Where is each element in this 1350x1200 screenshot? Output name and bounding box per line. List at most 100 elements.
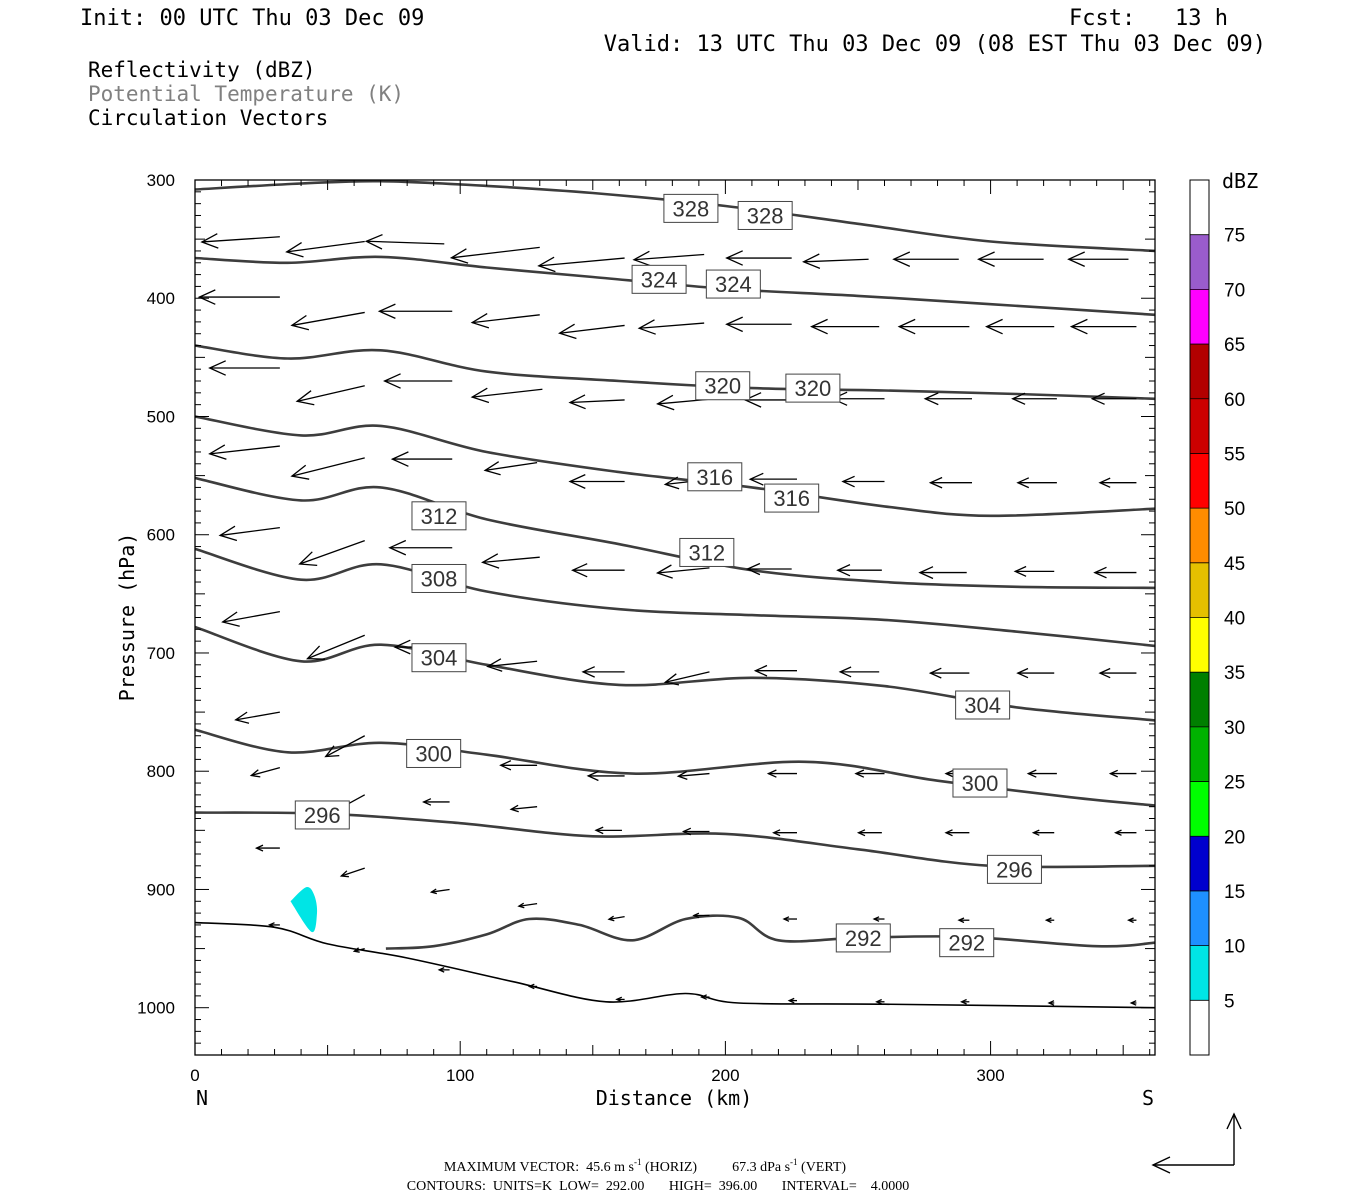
circulation-vector	[802, 253, 869, 270]
circulation-vector	[1026, 769, 1057, 778]
colorbar-level-label: 75	[1224, 226, 1245, 247]
circulation-vector-head	[918, 566, 934, 580]
vector-layer	[197, 233, 1137, 1006]
circulation-vector	[875, 998, 885, 1005]
circulation-vector	[957, 917, 970, 924]
circulation-vector-head	[700, 994, 707, 1000]
circulation-vector-head	[923, 392, 939, 406]
circulation-vector	[537, 256, 625, 273]
isentrope-label-box	[411, 563, 467, 593]
reflectivity-layer	[290, 886, 318, 933]
isentrope-label-box	[737, 200, 793, 230]
isentrope-label-box	[687, 462, 743, 492]
circulation-vector-shaft	[299, 540, 365, 565]
circulation-vector	[637, 319, 705, 335]
colorbar-band-65-70	[1190, 289, 1209, 345]
circulation-vector-head	[787, 997, 795, 1004]
colorbar-level-label: 60	[1224, 390, 1245, 411]
circulation-vector	[364, 233, 445, 250]
circulation-vector	[632, 250, 705, 267]
circulation-vector-head	[377, 303, 396, 319]
circulation-vector	[725, 316, 792, 333]
circulation-vector-head	[234, 711, 250, 724]
circulation-vector-head	[388, 539, 407, 556]
circulation-vector	[836, 564, 882, 577]
circulation-vector-head	[290, 314, 310, 331]
circulation-vector-shaft	[657, 567, 710, 574]
colorbar-level-label: 45	[1224, 554, 1245, 575]
circulation-vector	[390, 451, 453, 467]
y-axis-title: Pressure (hPa)	[115, 533, 139, 702]
colorbar-band-30-35	[1190, 672, 1209, 727]
circulation-vector	[985, 318, 1055, 335]
circulation-vector-head	[725, 250, 743, 266]
circulation-vector-head	[1090, 392, 1105, 405]
circulation-vector	[782, 916, 797, 922]
colorbar-level-label: 5	[1224, 991, 1235, 1012]
isentrope-312k-line	[195, 476, 1155, 590]
colorbar-band-75-80	[1190, 180, 1209, 235]
circulation-vector-head	[944, 829, 953, 837]
circulation-vector-head	[1013, 565, 1027, 577]
circulation-vector	[856, 829, 882, 837]
circulation-vector	[872, 916, 885, 922]
circulation-vector-head	[481, 553, 500, 569]
circulation-vector-head	[470, 313, 490, 329]
circulation-vector	[324, 735, 366, 758]
circulation-vector-head	[339, 870, 349, 878]
circulation-vector-head	[745, 562, 761, 576]
circulation-vector	[787, 997, 797, 1004]
circulation-vector-shaft	[482, 556, 540, 564]
isentrope-label-box	[952, 768, 1008, 798]
circulation-vector	[234, 711, 280, 724]
circulation-vector	[568, 474, 625, 489]
circulation-vector-head	[568, 394, 586, 410]
circulation-vector-head	[537, 256, 556, 273]
circulation-vector-shaft	[518, 903, 538, 907]
isentrope-label: 328	[747, 203, 784, 228]
circulation-vector	[663, 671, 710, 686]
circulation-vector	[854, 769, 885, 778]
isentrope-label-box	[411, 643, 467, 673]
field-name-circulation-vectors: Circulation Vectors	[88, 106, 328, 130]
colorbar-band-55-60	[1190, 398, 1209, 454]
circulation-vector	[527, 983, 538, 990]
circulation-vector	[285, 240, 365, 258]
circulation-vector	[918, 566, 967, 580]
circulation-vector	[290, 311, 365, 331]
circulation-vector-head	[483, 461, 501, 476]
circulation-vector-head	[632, 250, 651, 267]
circulation-vector	[607, 915, 625, 922]
circulation-vector-head	[676, 770, 688, 781]
circulation-vector-head	[390, 451, 409, 467]
circulation-vector	[1011, 392, 1057, 405]
colorbar-band-25-30	[1190, 726, 1209, 782]
circulation-vector	[499, 760, 538, 771]
circulation-vector-head	[607, 915, 615, 922]
circulation-vector	[197, 289, 280, 305]
circulation-vector	[766, 769, 797, 778]
colorbar-band-10-15	[1190, 890, 1209, 946]
circulation-vector	[509, 804, 538, 813]
circulation-vector-shaft	[538, 257, 625, 267]
isentrope-324k-line	[195, 255, 1155, 317]
circulation-vector-head	[655, 564, 673, 579]
circulation-vector	[1093, 566, 1137, 579]
circulation-vector-head	[429, 888, 437, 895]
circulation-vector-head	[352, 947, 360, 953]
x-axis-right-end-label: S	[1142, 1086, 1154, 1110]
x-tick-label: 0	[190, 1066, 199, 1085]
valid-time-label: Valid: 13 UTC Thu 03 Dec 09 (08 EST Thu …	[604, 32, 1266, 57]
isentrope-328k-line	[195, 180, 1155, 253]
circulation-vector	[1108, 769, 1137, 778]
circulation-vector-head	[985, 318, 1003, 335]
circulation-vector-head	[298, 551, 318, 567]
circulation-vector	[221, 610, 280, 627]
circulation-vector-shaft	[472, 388, 543, 398]
circulation-vector	[483, 461, 538, 476]
circulation-vector	[568, 394, 625, 410]
isentrope-320k-line	[195, 344, 1155, 401]
circulation-vector-head	[841, 475, 855, 488]
circulation-vector-head	[681, 827, 692, 836]
circulation-vector-shaft	[354, 947, 365, 952]
